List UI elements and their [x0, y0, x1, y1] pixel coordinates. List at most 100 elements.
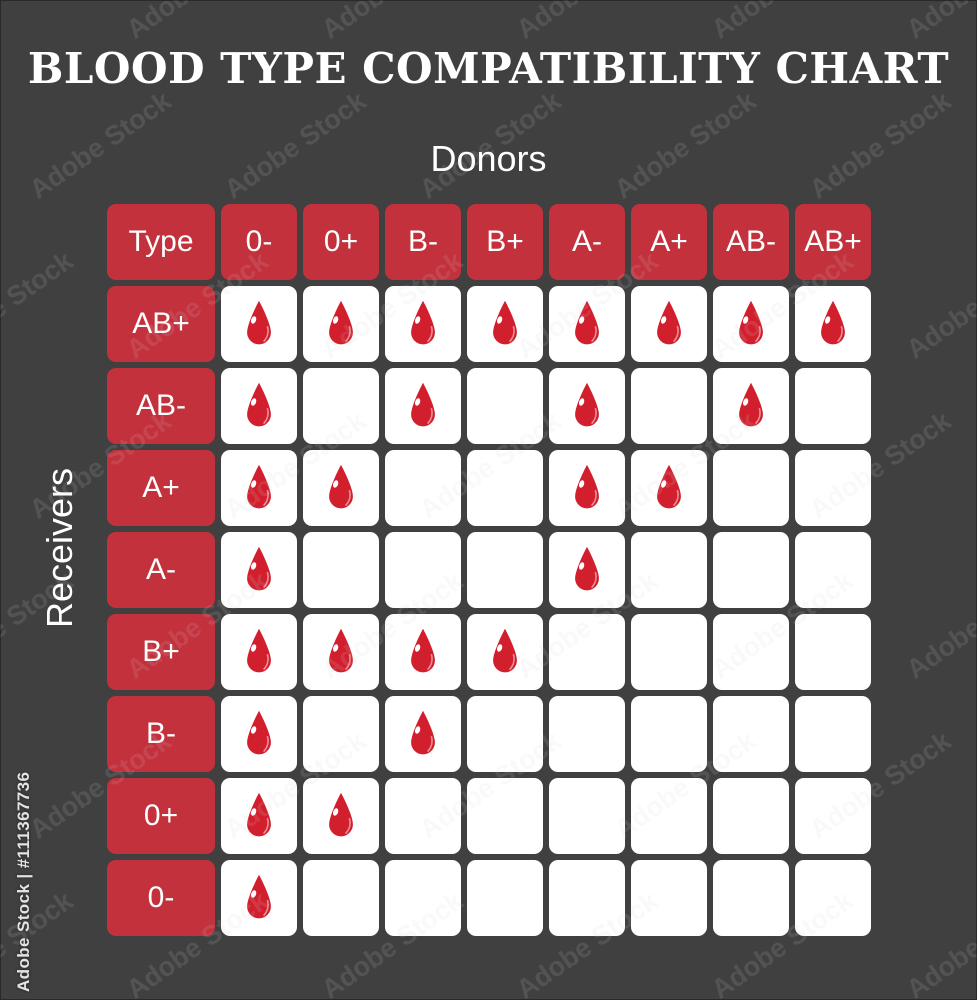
cell-A+-AB+: [795, 450, 871, 526]
cell-0--0+: [303, 860, 379, 936]
cell-A--A-: [549, 532, 625, 608]
row-header-A-: A-: [107, 532, 215, 608]
column-header-AB+: AB+: [795, 204, 871, 280]
cell-A--A+: [631, 532, 707, 608]
watermark-tile: Adobe Stock: [901, 245, 977, 365]
cell-AB--A-: [549, 368, 625, 444]
cell-AB+-A-: [549, 286, 625, 362]
cell-B--B+: [467, 696, 543, 772]
blood-drop-icon: [247, 300, 271, 345]
cell-0+-A+: [631, 778, 707, 854]
cell-B+-0+: [303, 614, 379, 690]
cell-B+-B+: [467, 614, 543, 690]
cell-B--0-: [221, 696, 297, 772]
cell-B--AB+: [795, 696, 871, 772]
cell-A+-A-: [549, 450, 625, 526]
cell-B+-0-: [221, 614, 297, 690]
row-header-0+: 0+: [107, 778, 215, 854]
cell-0--AB+: [795, 860, 871, 936]
column-header-AB-: AB-: [713, 204, 789, 280]
watermark-tile: Adobe Stock: [0, 245, 79, 365]
blood-drop-icon: [247, 710, 271, 755]
cell-A+-0-: [221, 450, 297, 526]
cell-0+-0-: [221, 778, 297, 854]
blood-drop-icon: [739, 382, 763, 427]
column-header-A-: A-: [549, 204, 625, 280]
blood-drop-icon: [657, 464, 681, 509]
cell-0+-AB+: [795, 778, 871, 854]
row-header-B+: B+: [107, 614, 215, 690]
cell-B+-AB+: [795, 614, 871, 690]
cell-AB--AB-: [713, 368, 789, 444]
cell-0--B-: [385, 860, 461, 936]
watermark-tile: Adobe Stock: [901, 0, 977, 46]
blood-drop-icon: [329, 464, 353, 509]
watermark-tile: Adobe Stock: [901, 885, 977, 1000]
row-header-0-: 0-: [107, 860, 215, 936]
cell-A--AB+: [795, 532, 871, 608]
cell-AB--0-: [221, 368, 297, 444]
cell-0+-B+: [467, 778, 543, 854]
blood-drop-icon: [821, 300, 845, 345]
cell-B--AB-: [713, 696, 789, 772]
cell-B--A+: [631, 696, 707, 772]
blood-drop-icon: [493, 300, 517, 345]
cell-0--B+: [467, 860, 543, 936]
blood-drop-icon: [575, 546, 599, 591]
watermark-tile: Adobe Stock: [0, 885, 79, 1000]
watermark-tile: Adobe Stock: [901, 565, 977, 685]
cell-AB--B-: [385, 368, 461, 444]
cell-AB--AB+: [795, 368, 871, 444]
blood-drop-icon: [575, 382, 599, 427]
cell-0--A+: [631, 860, 707, 936]
row-header-AB-: AB-: [107, 368, 215, 444]
cell-AB--A+: [631, 368, 707, 444]
column-header-0+: 0+: [303, 204, 379, 280]
cell-0--0-: [221, 860, 297, 936]
cell-AB+-B-: [385, 286, 461, 362]
watermark-tile: Adobe Stock: [511, 0, 664, 46]
blood-drop-icon: [493, 628, 517, 673]
receivers-axis-label: Receivers: [39, 467, 80, 629]
corner-header-type: Type: [107, 204, 215, 280]
cell-AB+-AB-: [713, 286, 789, 362]
blood-drop-icon: [411, 382, 435, 427]
cell-AB--B+: [467, 368, 543, 444]
cell-B+-A+: [631, 614, 707, 690]
blood-drop-icon: [411, 300, 435, 345]
watermark-tile: Adobe Stock: [706, 0, 859, 46]
watermark-tile: Adobe Stock: [121, 0, 274, 46]
cell-AB+-A+: [631, 286, 707, 362]
watermark-tile: Adobe Stock: [316, 0, 469, 46]
cell-AB--0+: [303, 368, 379, 444]
cell-A+-0+: [303, 450, 379, 526]
cell-A--0-: [221, 532, 297, 608]
donors-axis-label: Donors: [430, 138, 547, 179]
blood-drop-icon: [411, 628, 435, 673]
cell-A--AB-: [713, 532, 789, 608]
column-header-B+: B+: [467, 204, 543, 280]
cell-A--0+: [303, 532, 379, 608]
cell-A+-B+: [467, 450, 543, 526]
row-header-AB+: AB+: [107, 286, 215, 362]
column-header-0-: 0-: [221, 204, 297, 280]
cell-B--A-: [549, 696, 625, 772]
watermark-credit: Adobe Stock | #111367736: [14, 771, 33, 992]
cell-A--B+: [467, 532, 543, 608]
cell-A+-AB-: [713, 450, 789, 526]
column-header-B-: B-: [385, 204, 461, 280]
blood-drop-icon: [329, 300, 353, 345]
blood-drop-icon: [247, 382, 271, 427]
cell-B+-B-: [385, 614, 461, 690]
blood-drop-icon: [247, 464, 271, 509]
cell-0--AB-: [713, 860, 789, 936]
compatibility-table: Type 0- 0+ B- B+ A- A+ AB- AB+ AB+ AB- A+ A- B+ B- 0+ 0-: [107, 204, 871, 936]
cell-0+-AB-: [713, 778, 789, 854]
cell-0--A-: [549, 860, 625, 936]
blood-drop-icon: [411, 710, 435, 755]
blood-drop-icon: [247, 792, 271, 837]
blood-drop-icon: [329, 628, 353, 673]
cell-AB+-0+: [303, 286, 379, 362]
cell-A--B-: [385, 532, 461, 608]
